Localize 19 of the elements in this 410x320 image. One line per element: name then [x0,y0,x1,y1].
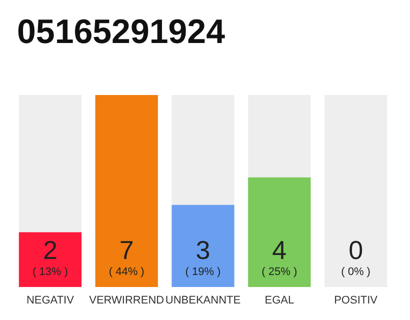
bar [248,177,311,287]
x-tick-label: EGAL [264,294,294,306]
data-label: 3 ( 19% ) [185,235,221,278]
bar [248,95,311,178]
data-label: 4 ( 25% ) [262,235,298,278]
bar [172,95,234,205]
bar [172,204,234,287]
bar [18,95,82,232]
bar [324,95,388,287]
bar [18,232,82,287]
x-tick-label: UNBEKANNTE [165,294,241,306]
data-label: 7 ( 44% ) [108,235,144,278]
bar [95,95,158,287]
chart-title: 05165291924 [17,13,226,51]
data-label: 0 ( 0% ) [341,235,370,278]
x-tick-label: VERWIRREND [89,294,164,306]
x-tick-label: NEGATIV [26,294,75,306]
data-label: 2 ( 13% ) [32,235,68,278]
x-tick-label: POSITIV [334,294,378,306]
